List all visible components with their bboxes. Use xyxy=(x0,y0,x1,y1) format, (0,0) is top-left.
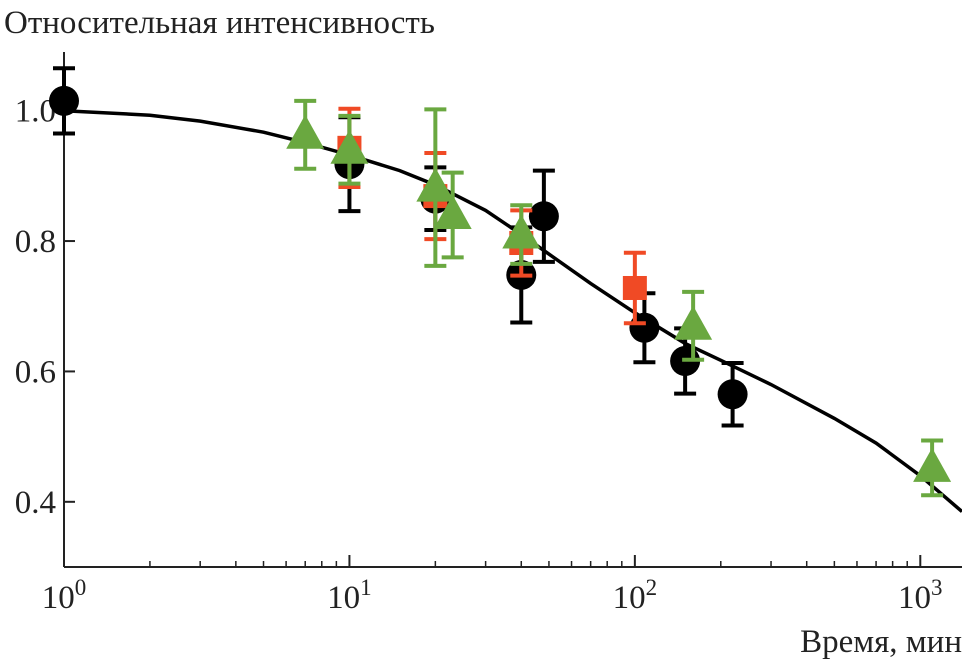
x-tick-label: 100 xyxy=(42,575,87,616)
data-point-square xyxy=(622,275,647,300)
x-tick-label: 103 xyxy=(898,575,943,616)
series-circle xyxy=(49,66,748,428)
x-axis-title: Время, мин xyxy=(800,624,962,660)
data-point-triangle xyxy=(286,114,325,149)
data-point-triangle xyxy=(674,305,713,340)
x-tick-label: 101 xyxy=(327,575,372,616)
fit-curve xyxy=(63,108,962,513)
data-point-circle xyxy=(528,201,559,232)
data-point-triangle xyxy=(433,194,472,229)
data-point-circle xyxy=(49,85,79,116)
y-axis-title: Относительная интенсивность xyxy=(4,5,435,41)
data-point-circle xyxy=(629,312,660,343)
fit-curve-layer xyxy=(63,108,962,513)
y-tick-label: 0.4 xyxy=(15,485,56,521)
data-point-triangle xyxy=(330,129,369,164)
y-tick-label: 0.6 xyxy=(15,354,56,390)
y-tick-label: 0.8 xyxy=(15,224,56,260)
series-triangle xyxy=(286,98,952,498)
data-point-triangle xyxy=(502,214,541,249)
data-point-triangle xyxy=(913,447,952,482)
data-point-triangle xyxy=(416,167,455,202)
data-point-circle xyxy=(717,379,748,410)
x-tick-label: 102 xyxy=(613,575,658,616)
data-points-layer xyxy=(49,66,952,498)
